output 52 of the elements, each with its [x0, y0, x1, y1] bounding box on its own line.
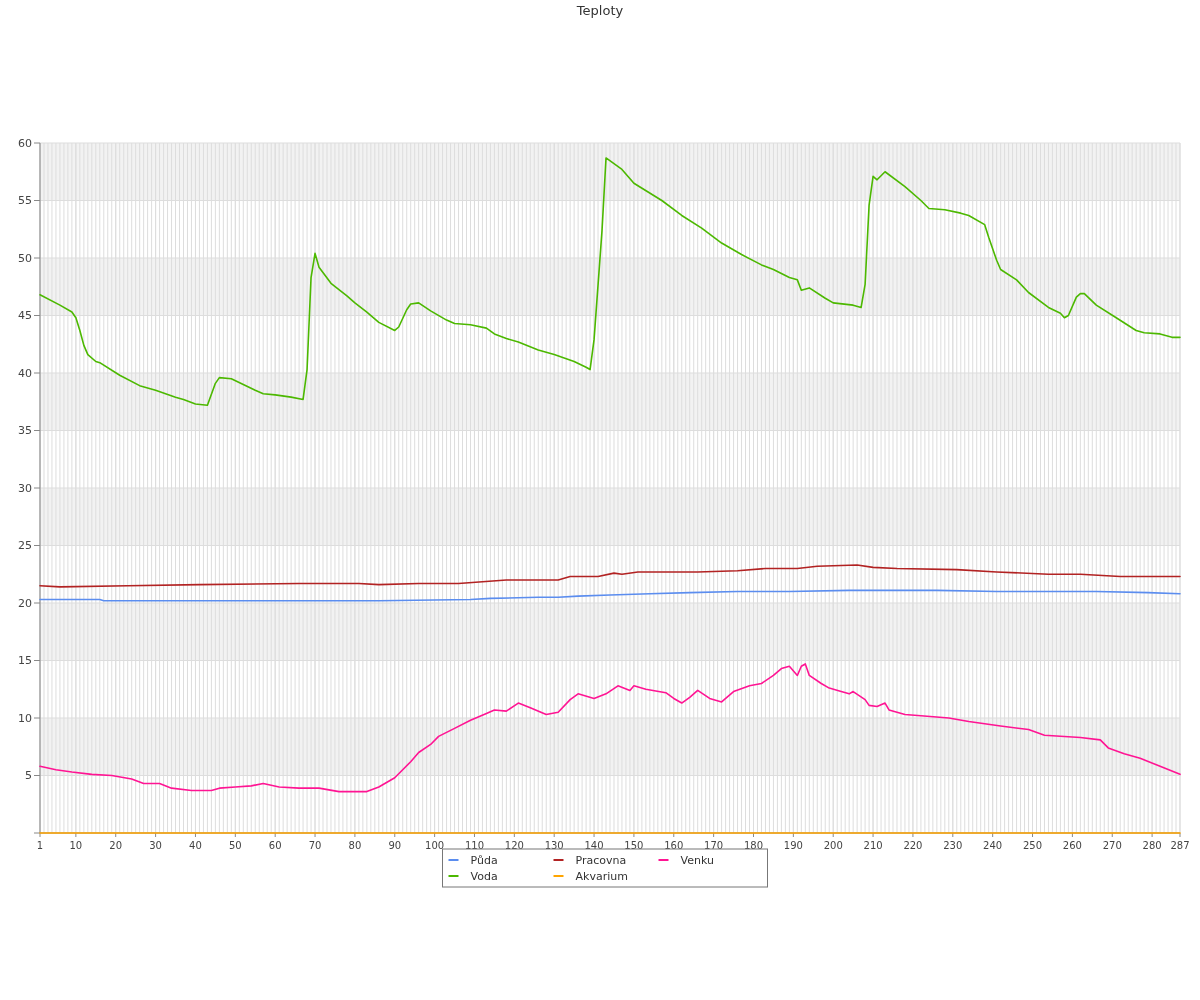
y-tick-label: 5: [25, 769, 32, 783]
y-tick-label: 55: [18, 194, 32, 208]
x-tick-label: 220: [903, 840, 923, 851]
line-series: [39, 564, 1181, 588]
y-tick-label: 10: [18, 711, 32, 725]
legend-label: Voda: [470, 869, 498, 883]
x-tick-label: 30: [149, 840, 162, 851]
x-tick-label: 250: [1022, 840, 1043, 851]
x-tick-label: 280: [1142, 840, 1162, 851]
x-tick-label: 240: [983, 840, 1003, 851]
y-tick-label: 50: [18, 251, 32, 265]
legend-label: Venku: [680, 853, 714, 867]
x-tick-label: 140: [584, 840, 604, 851]
x-tick-label: 170: [704, 840, 724, 851]
legend-label: Akvarium: [575, 869, 628, 883]
x-tick-label: 100: [425, 840, 445, 851]
line-series: [39, 589, 1181, 602]
x-tick-label: 230: [943, 840, 963, 851]
line-series: [39, 663, 1181, 793]
x-tick-label: 180: [743, 840, 764, 851]
legend-label: Půda: [470, 853, 498, 867]
legend-label: Pracovna: [575, 853, 627, 867]
x-tick-label: 20: [109, 840, 123, 851]
x-tick-label: 270: [1102, 840, 1122, 851]
y-tick-label: 15: [18, 654, 32, 668]
x-tick-label: 190: [783, 840, 803, 851]
y-tick-label: 60: [18, 136, 32, 150]
x-tick-label: 200: [823, 840, 843, 851]
x-tick-label: 90: [388, 840, 402, 851]
y-tick-label: 20: [18, 596, 32, 610]
y-tick-label: 40: [18, 366, 32, 380]
x-tick-label: 10: [69, 840, 83, 851]
y-tick-label: 45: [18, 309, 32, 323]
x-tick-label: 110: [464, 840, 485, 851]
x-tick-label: 210: [863, 840, 883, 851]
x-tick-label: 70: [308, 840, 322, 851]
x-tick-label: 1: [36, 840, 44, 851]
x-tick-label: 150: [624, 840, 644, 851]
x-tick-label: 130: [544, 840, 564, 851]
y-tick-label: 35: [18, 424, 32, 438]
line-series: [39, 157, 1181, 406]
x-tick-label: 287: [1170, 840, 1190, 851]
x-tick-label: 40: [189, 840, 202, 851]
x-tick-label: 50: [228, 840, 242, 851]
x-tick-label: 60: [268, 840, 282, 851]
y-tick-label: 25: [18, 539, 32, 553]
x-tick-label: 80: [348, 840, 362, 851]
x-tick-label: 160: [664, 840, 684, 851]
chart-title: Teploty: [575, 3, 624, 18]
x-tick-label: 120: [504, 840, 524, 851]
y-tick-label: 30: [18, 481, 32, 495]
x-tick-label: 260: [1062, 840, 1082, 851]
